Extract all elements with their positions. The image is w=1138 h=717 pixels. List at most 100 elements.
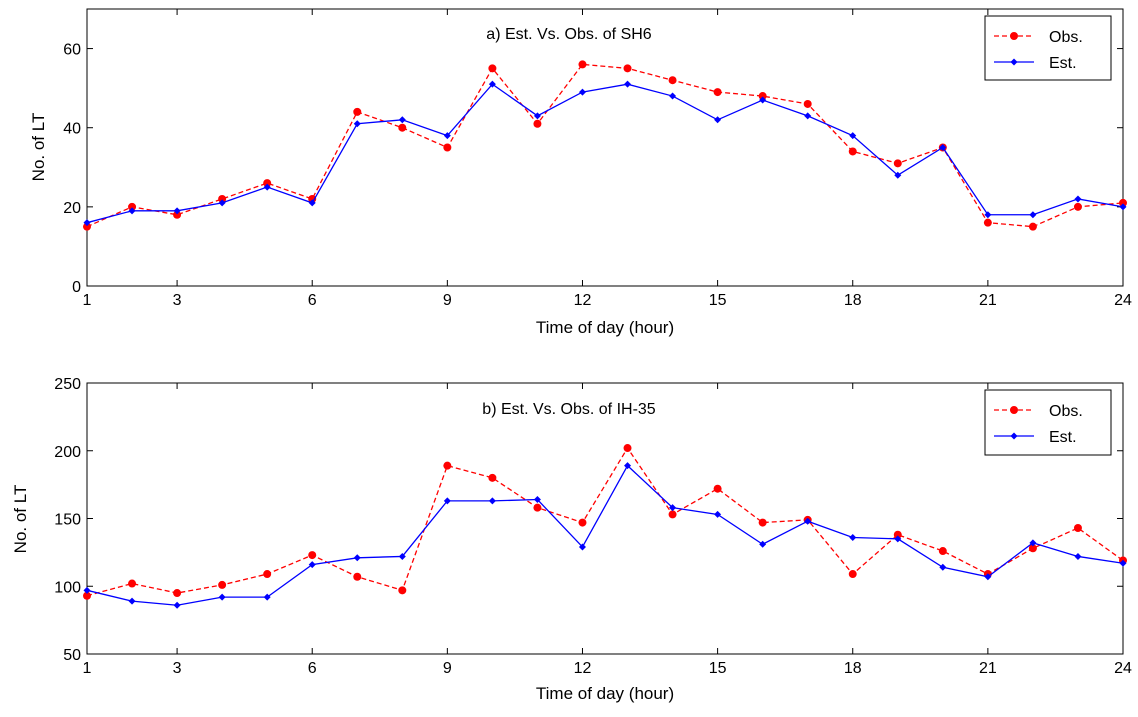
series-est-point xyxy=(1074,552,1082,560)
x-tick-label: 12 xyxy=(574,292,592,309)
series-obs-point xyxy=(1073,202,1082,211)
series-obs-point xyxy=(398,586,407,595)
series-est-point xyxy=(759,96,767,104)
series-est-point xyxy=(804,517,812,525)
x-tick-label: 9 xyxy=(443,292,452,309)
series-est-point xyxy=(533,496,541,504)
series-est-point xyxy=(353,554,361,562)
x-tick-label: 12 xyxy=(574,660,592,677)
series-est-line xyxy=(86,464,1124,606)
subplot-b-xticks: 1 3 6 9 12 15 18 21 24 xyxy=(83,383,1132,677)
series-obs-point xyxy=(128,202,137,211)
x-tick-label: 6 xyxy=(308,292,317,309)
series-obs-point xyxy=(1028,544,1037,553)
series-obs-line xyxy=(86,446,1124,597)
subplot-b-yticks: 50 100 150 200 250 xyxy=(54,376,1123,664)
series-obs-point xyxy=(848,570,857,579)
subplot-b: 1 3 6 9 12 15 18 21 24 50 100 150 200 250 b) Est. Vs… xyxy=(11,376,1132,703)
series-est-line xyxy=(86,83,1124,224)
subplot-b-legend-est-marker xyxy=(1010,432,1018,440)
series-obs-point xyxy=(578,60,587,69)
subplot-a: 1 3 6 9 12 15 18 21 24 0 20 40 60 a) Est. Vs. Obs. … xyxy=(29,8,1132,337)
series-obs-point xyxy=(308,194,317,203)
subplot-b-xlabel: Time of day (hour) xyxy=(536,684,674,703)
subplot-b-title: b) Est. Vs. Obs. of IH-35 xyxy=(482,401,655,418)
series-obs-point xyxy=(1028,222,1037,231)
x-tick-label: 1 xyxy=(83,660,92,677)
series-obs-point xyxy=(1119,198,1127,207)
series-obs-point xyxy=(893,159,902,168)
series-obs-point xyxy=(83,222,91,231)
series-obs-point xyxy=(308,551,317,560)
series-est-point xyxy=(669,92,677,100)
series-obs-point xyxy=(713,484,722,493)
series-obs-point xyxy=(848,147,857,156)
subplot-a-xlabel: Time of day (hour) xyxy=(536,318,674,337)
series-obs-point xyxy=(668,510,677,519)
x-tick-label: 21 xyxy=(979,660,997,677)
series-obs-point xyxy=(533,119,542,128)
series-est-point xyxy=(398,552,406,560)
series-obs-point xyxy=(668,76,677,85)
x-tick-label: 24 xyxy=(1114,292,1132,309)
series-est-point xyxy=(533,112,541,120)
series-est-point xyxy=(759,540,767,548)
subplot-a-legend-obs-marker xyxy=(1010,32,1018,40)
series-obs-point xyxy=(713,88,722,97)
series-est-point xyxy=(1119,203,1127,211)
x-tick-label: 3 xyxy=(173,660,182,677)
series-est-point xyxy=(218,593,226,601)
series-est-point xyxy=(849,533,857,541)
x-tick-label: 1 xyxy=(83,292,92,309)
series-obs-point xyxy=(443,143,452,152)
series-est-point xyxy=(1029,539,1037,547)
y-tick-label: 250 xyxy=(54,376,81,393)
subplot-a-legend-est-marker xyxy=(1010,58,1018,66)
series-est-point xyxy=(173,601,181,609)
y-tick-label: 60 xyxy=(63,42,81,59)
series-est-point xyxy=(1074,195,1082,203)
series-est-point xyxy=(128,597,136,605)
x-tick-label: 6 xyxy=(308,660,317,677)
series-obs-point xyxy=(218,194,227,203)
series-est-point xyxy=(83,219,91,227)
series-obs-point xyxy=(1073,523,1082,532)
series-est-point xyxy=(263,593,271,601)
series-obs-point xyxy=(263,570,272,579)
series-est-point xyxy=(488,80,496,88)
series-obs-point xyxy=(938,547,947,556)
y-tick-label: 40 xyxy=(63,121,81,138)
series-est-point xyxy=(83,586,91,594)
series-obs-line xyxy=(86,63,1124,228)
series-obs-point xyxy=(353,107,362,116)
series-est-point xyxy=(308,199,316,207)
series-obs-point xyxy=(443,461,452,470)
series-obs-point xyxy=(398,123,407,132)
subplot-b-legend-box xyxy=(984,389,1112,456)
series-obs-point xyxy=(488,473,497,482)
series-est-point xyxy=(849,132,857,140)
series-obs-point xyxy=(623,64,632,73)
subplot-b-legend: Obs. Est. xyxy=(984,389,1112,456)
subplot-b-ylabel: No. of LT xyxy=(11,485,30,554)
series-est-point xyxy=(443,132,451,140)
x-tick-label: 18 xyxy=(844,292,862,309)
subplot-a-legend-est-label: Est. xyxy=(1049,55,1077,72)
subplot-b-series xyxy=(83,444,1127,609)
x-tick-label: 21 xyxy=(979,292,997,309)
series-est-point xyxy=(669,504,677,512)
series-est-point xyxy=(263,183,271,191)
series-est-point xyxy=(218,199,226,207)
series-obs-point xyxy=(578,518,587,527)
y-tick-label: 0 xyxy=(72,279,81,296)
series-est-point xyxy=(984,211,992,219)
y-tick-label: 20 xyxy=(63,200,81,217)
series-obs-point xyxy=(173,210,182,219)
subplot-a-legend-box xyxy=(984,15,1112,81)
y-tick-label: 150 xyxy=(54,512,81,529)
series-est-point xyxy=(578,88,586,96)
series-est-point xyxy=(624,80,632,88)
series-est-point xyxy=(714,510,722,518)
series-obs-point xyxy=(758,92,767,101)
